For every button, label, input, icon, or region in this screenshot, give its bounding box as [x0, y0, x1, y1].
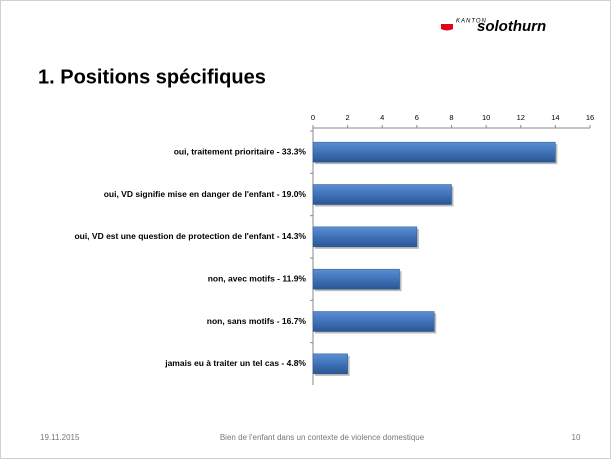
x-tick-label: 10 — [482, 113, 490, 122]
page-number: 10 — [572, 433, 581, 442]
y-tick-label: oui, VD est une question de protection d… — [74, 231, 306, 241]
x-tick-label: 8 — [449, 113, 453, 122]
logo: solothurn — [477, 18, 546, 35]
y-tick-label: non, avec motifs - 11.9% — [208, 273, 307, 283]
x-tick-label: 12 — [517, 113, 525, 122]
footer-date: 19.11.2015 — [40, 433, 80, 442]
bar — [312, 311, 435, 332]
bar — [312, 226, 418, 248]
footer-text: Bien de l'enfant dans un contexte de vio… — [220, 433, 425, 442]
bar — [312, 141, 556, 163]
logo-mark — [441, 24, 453, 31]
x-tick-label: 16 — [586, 113, 594, 122]
x-tick-label: 2 — [346, 113, 350, 122]
x-tick-label: 0 — [311, 113, 315, 122]
x-tick-label: 14 — [551, 113, 559, 122]
y-tick-label: jamais eu à traiter un tel cas - 4.8% — [164, 358, 306, 368]
y-tick-label: oui, VD signifie mise en danger de l'enf… — [104, 189, 307, 199]
bar — [312, 268, 400, 290]
x-tick-label: 4 — [380, 113, 384, 122]
bar — [312, 353, 348, 375]
x-tick-label: 6 — [415, 113, 419, 122]
y-tick-label: non, sans motifs - 16.7% — [207, 316, 307, 326]
bar — [312, 184, 452, 205]
logo-small: KANTON — [456, 19, 487, 25]
slide-title: 1. Positions spécifiques — [38, 66, 266, 88]
y-tick-label: oui, traitement prioritaire - 33.3% — [174, 146, 307, 156]
